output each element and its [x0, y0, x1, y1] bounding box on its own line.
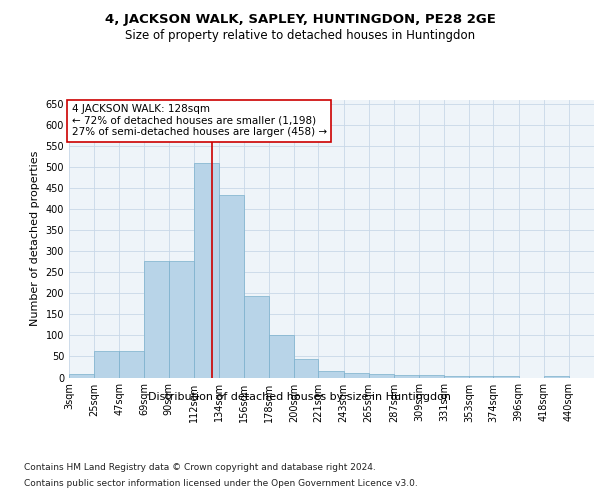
- Text: Distribution of detached houses by size in Huntingdon: Distribution of detached houses by size …: [149, 392, 452, 402]
- Bar: [69, 374, 94, 378]
- Bar: [394, 376, 419, 378]
- Y-axis label: Number of detached properties: Number of detached properties: [30, 151, 40, 326]
- Bar: [344, 374, 368, 378]
- Bar: [94, 351, 119, 378]
- Bar: [194, 163, 219, 378]
- Bar: [319, 371, 344, 378]
- Bar: [444, 376, 469, 378]
- Bar: [419, 376, 444, 378]
- Bar: [169, 260, 194, 378]
- Text: 4, JACKSON WALK, SAPLEY, HUNTINGDON, PE28 2GE: 4, JACKSON WALK, SAPLEY, HUNTINGDON, PE2…: [104, 12, 496, 26]
- Bar: [244, 296, 269, 378]
- Bar: [269, 336, 295, 378]
- Bar: [368, 374, 394, 378]
- Bar: [119, 351, 145, 378]
- Bar: [544, 376, 569, 378]
- Bar: [219, 194, 244, 378]
- Bar: [145, 260, 169, 378]
- Text: 4 JACKSON WALK: 128sqm
← 72% of detached houses are smaller (1,198)
27% of semi-: 4 JACKSON WALK: 128sqm ← 72% of detached…: [71, 104, 327, 138]
- Text: Size of property relative to detached houses in Huntingdon: Size of property relative to detached ho…: [125, 29, 475, 42]
- Text: Contains public sector information licensed under the Open Government Licence v3: Contains public sector information licen…: [24, 479, 418, 488]
- Text: Contains HM Land Registry data © Crown copyright and database right 2024.: Contains HM Land Registry data © Crown c…: [24, 462, 376, 471]
- Bar: [295, 358, 319, 378]
- Bar: [493, 376, 518, 378]
- Bar: [469, 376, 493, 378]
